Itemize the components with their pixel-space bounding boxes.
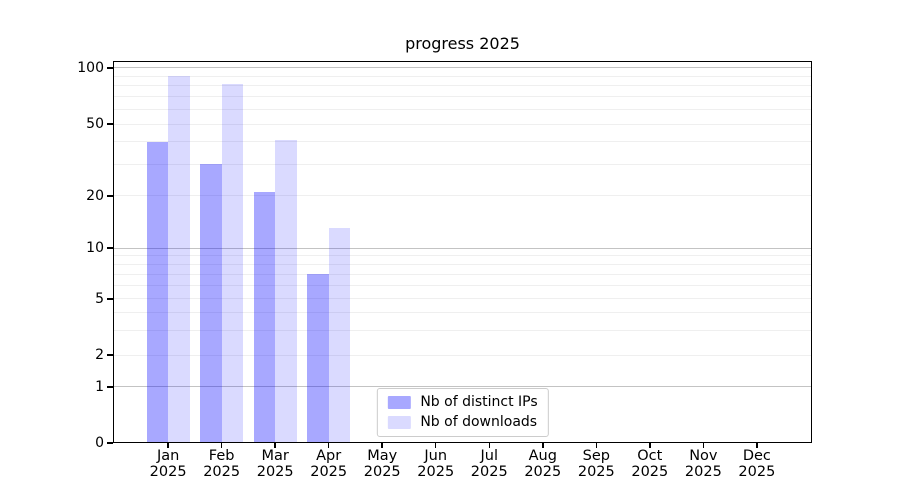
gridline-minor	[113, 85, 812, 87]
x-tick-label: Aug 2025	[524, 448, 562, 480]
gridline-minor	[113, 285, 812, 287]
bar-layer	[113, 61, 812, 443]
gridline-minor	[113, 298, 812, 300]
y-tick	[107, 247, 113, 249]
y-tick-label: 0	[95, 435, 104, 451]
legend-item-downloads: Nb of downloads	[387, 414, 537, 431]
x-tick	[381, 443, 383, 448]
gridline-minor	[113, 329, 812, 331]
x-tick-label: Jul 2025	[470, 448, 508, 480]
y-tick	[107, 442, 113, 444]
x-tick	[488, 443, 490, 448]
grid-layer	[113, 61, 812, 443]
x-tick	[220, 443, 223, 448]
x-tick-label: Jan 2025	[149, 448, 187, 480]
y-tick	[107, 195, 113, 197]
x-tick	[649, 443, 651, 448]
y-tick	[107, 123, 113, 125]
legend-swatch-downloads	[387, 416, 411, 429]
y-tick	[107, 298, 113, 300]
x-tick-label: Jun 2025	[417, 448, 455, 480]
bar-nb-of-downloads-feb-2025	[221, 83, 244, 443]
x-tick	[327, 443, 330, 448]
y-tick-label: 50	[86, 116, 104, 133]
legend: Nb of distinct IPs Nb of downloads	[376, 388, 549, 437]
legend-item-distinct-ips: Nb of distinct IPs	[387, 394, 538, 411]
y-tick	[107, 67, 113, 69]
gridline-minor	[113, 96, 812, 98]
x-tick-label: Apr 2025	[310, 448, 348, 480]
y-tick	[107, 386, 113, 388]
gridline-major	[113, 386, 812, 388]
gridline-minor	[113, 273, 812, 275]
gridline-minor	[113, 255, 812, 257]
x-tick-label: Oct 2025	[631, 448, 669, 480]
gridline-major	[113, 247, 812, 249]
bar-nb-of-downloads-jan-2025	[168, 76, 190, 443]
gridline-minor	[113, 264, 812, 266]
x-tick	[756, 443, 758, 448]
gridline-minor	[113, 163, 812, 165]
bar-nb-of-downloads-mar-2025	[275, 139, 297, 443]
gridline-minor	[113, 195, 812, 197]
x-tick	[274, 443, 276, 448]
x-tick-label: Sep 2025	[577, 448, 615, 480]
bar-nb-of-distinct-ips-jan-2025	[146, 141, 169, 443]
bar-nb-of-downloads-apr-2025	[328, 228, 351, 443]
gridline-minor	[113, 141, 812, 143]
gridline-minor	[113, 354, 812, 356]
x-tick	[434, 443, 437, 448]
y-tick-label: 100	[77, 59, 104, 76]
x-tick-label: Mar 2025	[256, 448, 294, 480]
y-tick-label: 2	[95, 347, 104, 364]
bar-nb-of-distinct-ips-feb-2025	[200, 164, 222, 443]
legend-swatch-distinct-ips	[387, 396, 411, 409]
gridline-minor	[113, 75, 812, 77]
y-tick	[107, 354, 113, 356]
plot-area: Nb of distinct IPs Nb of downloads	[113, 61, 812, 443]
gridline-major	[113, 67, 812, 69]
legend-label-distinct-ips: Nb of distinct IPs	[420, 394, 538, 410]
y-tick-label: 5	[95, 290, 104, 307]
y-tick-label: 10	[86, 240, 104, 257]
y-tick-label: 20	[86, 187, 104, 204]
bar-nb-of-distinct-ips-mar-2025	[253, 192, 276, 443]
x-tick-label: Feb 2025	[203, 448, 241, 480]
y-tick-label: 1	[95, 378, 104, 395]
gridline-minor	[113, 312, 812, 314]
gridline-minor	[113, 123, 812, 125]
x-tick-label: Dec 2025	[738, 448, 776, 480]
legend-label-downloads: Nb of downloads	[420, 414, 538, 430]
bar-nb-of-distinct-ips-apr-2025	[307, 274, 329, 443]
chart-title: progress 2025	[405, 34, 520, 53]
x-tick	[595, 443, 598, 448]
x-tick-label: Nov 2025	[684, 448, 722, 480]
x-tick	[167, 443, 169, 448]
gridline-minor	[113, 108, 812, 110]
x-tick	[702, 443, 705, 448]
x-tick-label: May 2025	[363, 448, 401, 480]
x-tick	[542, 443, 544, 448]
